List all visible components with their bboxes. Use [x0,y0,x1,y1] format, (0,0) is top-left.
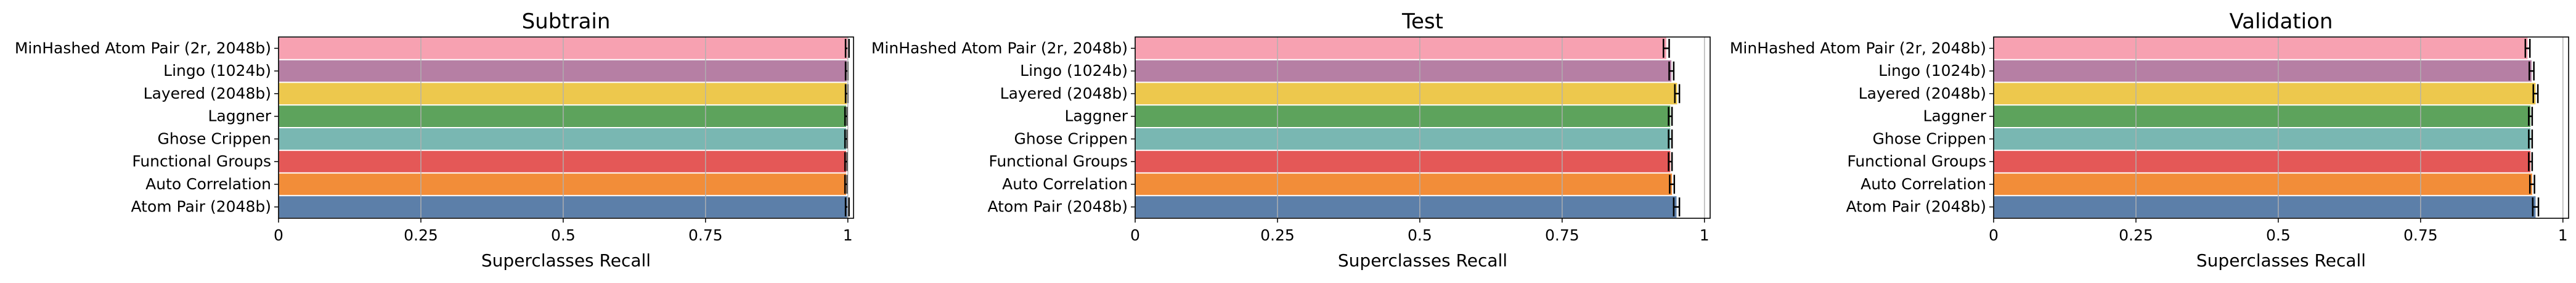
y-tick-label: Lingo (1024b) [1878,62,1986,80]
bar-laggner [1994,105,2531,127]
x-tick-label: 0.75 [2403,226,2438,244]
error-bar-laggner [844,107,849,126]
error-bar-laggner [2528,107,2533,126]
bar-laggner [279,105,846,127]
x-tick-label: 0 [1130,226,1140,244]
x-tick-label: 0.25 [404,226,438,244]
y-tick-label: Atom Pair (2048b) [1846,198,1986,216]
panel-subtrain: Subtrain MinHashed Atom Pair (2r, 2048b) L… [15,9,854,271]
bar-minhashed-atom-pair-2r-2048b [1994,38,2528,59]
bar-layered-2048b [1135,83,1677,105]
y-tick-label: Layered (2048b) [1859,84,1986,102]
x-axis-label: Superclasses Recall [2196,250,2366,271]
bar-ghose-crippen [1994,128,2531,150]
y-tick-label: Ghose Crippen [157,129,271,147]
bar-atom-pair-2048b [1994,196,2536,218]
plot-frame [1135,36,1711,219]
bar-functional-groups [1994,150,2531,173]
y-tick-label: Ghose Crippen [1872,129,1986,147]
x-axis-label: Superclasses Recall [1338,250,1507,271]
bar-functional-groups [279,150,846,173]
x-tick-label: 0 [274,226,283,244]
y-tick-label: MinHashed Atom Pair (2r, 2048b) [871,39,1128,57]
error-bar-ghose-crippen [844,129,849,149]
x-tick-label: 0.75 [688,226,723,244]
error-bar-lingo-1024b [1668,61,1675,81]
y-tick-label: Auto Correlation [1002,175,1128,193]
x-tick-label: 0.25 [1260,226,1295,244]
error-bar-lingo-1024b [2529,61,2535,81]
error-bar-atom-pair-2048b [2532,197,2540,216]
y-tick-label: Auto Correlation [1861,175,1986,193]
bar-layered-2048b [279,83,847,105]
x-tick-label: 0.5 [1408,226,1432,244]
panel-title: Validation [2230,9,2333,34]
bar-ghose-crippen [279,128,846,150]
error-bar-auto-correlation [844,174,849,194]
error-bar-atom-pair-2048b [1673,197,1681,216]
error-bar-atom-pair-2048b [844,197,850,216]
error-bar-minhashed-atom-pair-2r-2048b [1663,39,1670,58]
panel-validation: Validation MinHashed Atom Pair (2r, 2048b… [1730,9,2569,271]
x-tick-label: 1 [2558,226,2568,244]
error-bar-laggner [1668,107,1673,126]
bar-minhashed-atom-pair-2r-2048b [1135,38,1666,59]
error-bar-ghose-crippen [1668,129,1673,149]
error-bar-auto-correlation [2529,174,2535,194]
y-tick-label: Layered (2048b) [144,84,271,102]
y-tick-label: Laggner [1065,107,1128,125]
y-tick-label: Lingo (1024b) [1020,62,1128,80]
x-axis-label: Superclasses Recall [481,250,651,271]
bar-ghose-crippen [1135,128,1671,150]
error-bar-minhashed-atom-pair-2r-2048b [844,39,850,58]
error-bar-auto-correlation [1669,174,1676,194]
bar-auto-correlation [1994,173,2532,195]
x-tick-label: 0.25 [2119,226,2153,244]
bar-lingo-1024b [1135,60,1672,82]
bar-auto-correlation [1135,173,1673,195]
error-bar-functional-groups [1668,152,1673,171]
x-tick-label: 0.75 [1545,226,1579,244]
bar-lingo-1024b [279,60,847,82]
panel-title: Test [1401,9,1443,34]
error-bar-minhashed-atom-pair-2r-2048b [2524,39,2531,58]
y-tick-label: Ghose Crippen [1014,129,1128,147]
plot-frame [278,36,854,219]
x-tick-label: 0 [1989,226,1999,244]
error-bar-layered-2048b [1674,84,1681,104]
y-tick-label: Layered (2048b) [1000,84,1128,102]
bar-lingo-1024b [1994,60,2532,82]
x-tick-label: 0.5 [2266,226,2291,244]
y-tick-label: Laggner [208,107,272,125]
panel-title: Subtrain [522,9,611,34]
y-tick-label: Functional Groups [1847,152,1986,170]
y-tick-label: Auto Correlation [145,175,271,193]
y-tick-label: Atom Pair (2048b) [987,198,1128,216]
x-tick-label: 0.5 [551,226,576,244]
y-tick-label: Atom Pair (2048b) [131,198,271,216]
error-bar-ghose-crippen [2528,129,2533,149]
x-tick-label: 1 [1700,226,1710,244]
error-bar-functional-groups [2528,152,2533,171]
plot-frame [1993,36,2569,219]
x-tick-label: 1 [843,226,853,244]
bar-laggner [1135,105,1671,127]
y-tick-label: Lingo (1024b) [163,62,271,80]
bar-functional-groups [1135,150,1671,173]
bar-layered-2048b [1994,83,2536,105]
bar-atom-pair-2048b [1135,196,1677,218]
y-tick-label: Functional Groups [988,152,1128,170]
y-tick-label: Functional Groups [132,152,271,170]
panel-test: Test MinHashed Atom Pair (2r, 2048b) Lingo… [871,9,1711,271]
y-tick-label: Laggner [1923,107,1987,125]
bar-auto-correlation [279,173,846,195]
error-bar-functional-groups [844,152,849,171]
error-bar-layered-2048b [2532,84,2539,104]
y-tick-label: MinHashed Atom Pair (2r, 2048b) [1730,39,1986,57]
y-tick-label: MinHashed Atom Pair (2r, 2048b) [15,39,271,57]
